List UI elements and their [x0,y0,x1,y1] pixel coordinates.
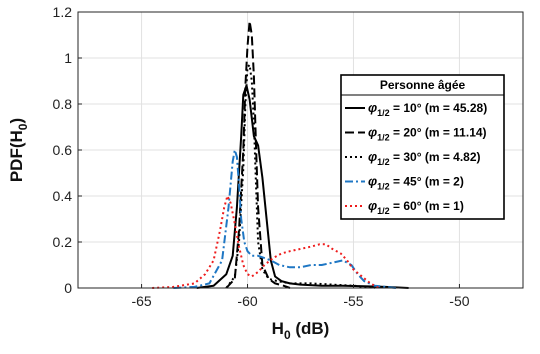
axis-ticks: -65 -60 -55 -50 0 0.2 0.4 0.6 0.8 1 1.2 [53,4,470,309]
legend: Personne âgée φ1/2 = 10° (m = 45.28)φ1/2… [340,74,505,220]
y-tick-label: 1 [64,50,72,66]
y-tick-label: 1.2 [53,4,73,20]
y-tick-label: 0.2 [53,234,73,250]
series-line-1 [196,84,409,289]
x-tick-label: -50 [449,293,469,309]
y-axis-title: PDF(H0) [7,118,30,182]
x-tick-label: -55 [343,293,363,309]
legend-box [340,74,505,220]
series-line-4 [173,149,397,289]
legend-items: φ1/2 = 10° (m = 45.28) φ1/2 = 20° (m = 11… [345,100,487,216]
x-tick-label: -65 [131,293,151,309]
series-lines [152,20,409,289]
series-line-2 [225,20,291,289]
legend-label-5: φ1/2 = 60° (m = 1) [368,198,464,216]
y-tick-label: 0.8 [53,96,73,112]
legend-label-4: φ1/2 = 45° (m = 2) [368,174,464,192]
legend-label-3: φ1/2 = 30° (m = 4.82) [368,149,481,167]
y-tick-label: 0.4 [53,188,73,204]
y-tick-label: 0.6 [53,142,73,158]
legend-label-1: φ1/2 = 10° (m = 45.28) [368,100,487,118]
x-tick-label: -60 [237,293,257,309]
legend-label-2: φ1/2 = 20° (m = 11.14) [368,125,487,143]
legend-title: Personne âgée [380,78,466,92]
y-tick-label: 0 [64,280,72,296]
x-axis-title: H0 (dB) [272,319,330,342]
series-line-3 [225,63,375,289]
